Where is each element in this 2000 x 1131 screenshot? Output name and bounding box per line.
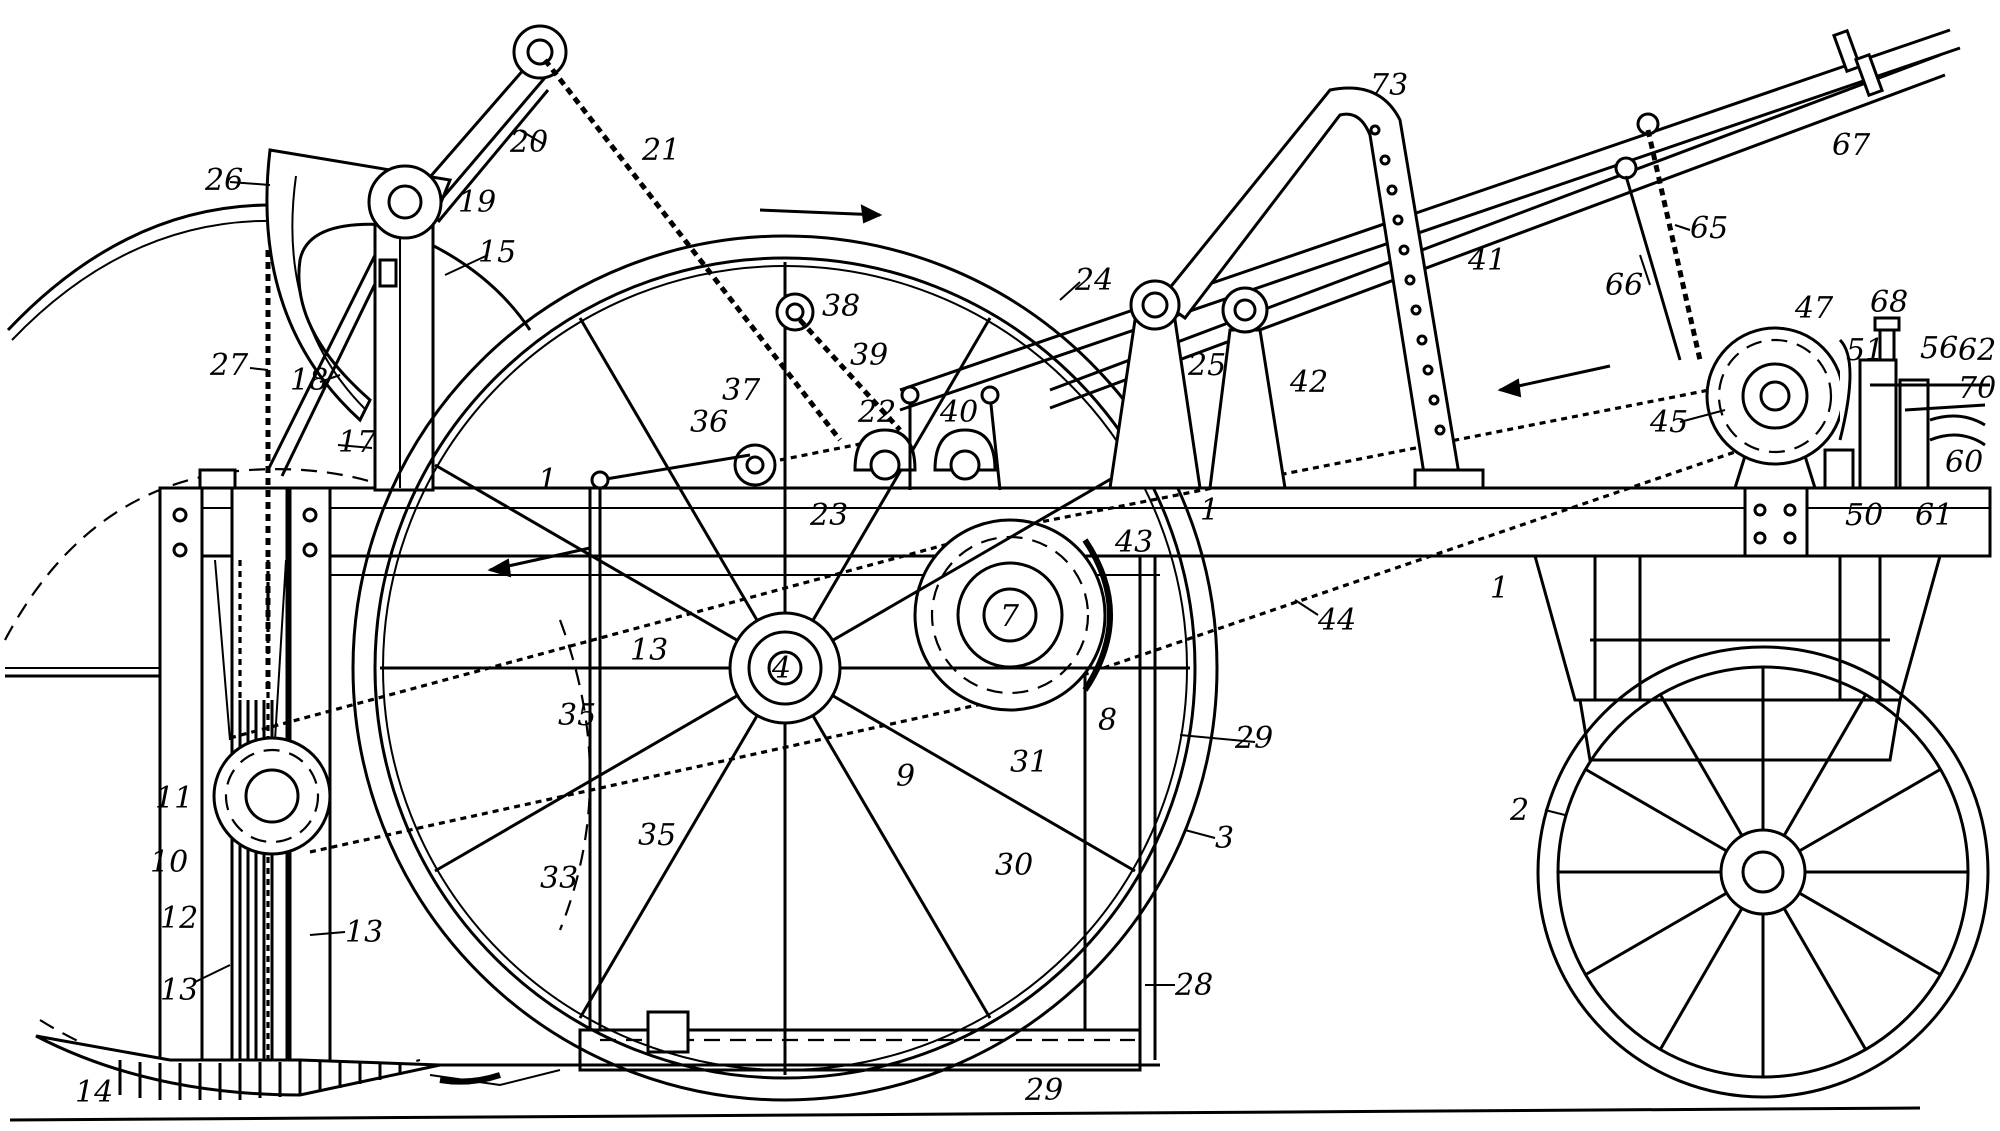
rear-sprocket-45 (1705, 316, 1990, 558)
numeral-15: 15 (478, 235, 516, 270)
left-upright (214, 24, 842, 1060)
numeral-29-b: 29 (1024, 1073, 1063, 1108)
numeral-31: 31 (1010, 745, 1048, 780)
numeral-62: 62 (1958, 333, 1996, 368)
numeral-60: 60 (1945, 445, 1983, 480)
numeral-14: 14 (75, 1075, 113, 1110)
numeral-73: 73 (1370, 68, 1408, 103)
numeral-13-a: 13 (160, 973, 198, 1008)
numeral-41: 41 (1467, 243, 1506, 278)
numeral-21: 21 (641, 133, 680, 168)
numeral-10: 10 (150, 845, 188, 880)
numeral-28: 28 (1174, 968, 1213, 1003)
numeral-24: 24 (1074, 263, 1113, 298)
numeral-36: 36 (690, 405, 728, 440)
gear-7 (913, 518, 1113, 712)
numeral-1-c: 1 (1200, 493, 1219, 528)
numeral-17: 17 (338, 425, 377, 460)
numeral-44: 44 (1317, 603, 1356, 638)
numeral-35-b: 35 (638, 818, 676, 853)
upper-structure (487, 28, 1961, 578)
numeral-65: 65 (1690, 211, 1728, 246)
numeral-40: 40 (939, 395, 978, 430)
numeral-61: 61 (1915, 498, 1953, 533)
numeral-1-b: 1 (1490, 571, 1509, 606)
numeral-45: 45 (1649, 405, 1688, 440)
front-shoe (35, 700, 561, 1100)
numeral-26: 26 (204, 163, 243, 198)
leader-lines (194, 129, 1726, 986)
numeral-29-a: 29 (1234, 721, 1273, 756)
numeral-3: 3 (1215, 821, 1234, 856)
numeral-2: 2 (1509, 793, 1529, 828)
numeral-66: 66 (1605, 268, 1643, 303)
numeral-23: 23 (809, 498, 848, 533)
numeral-70: 70 (1958, 371, 1996, 406)
numeral-11: 11 (155, 781, 193, 816)
numeral-30: 30 (995, 848, 1033, 883)
numeral-42: 42 (1289, 365, 1328, 400)
numeral-13-c: 13 (630, 633, 668, 668)
numeral-27: 27 (209, 348, 249, 383)
numeral-33: 33 (540, 861, 578, 896)
numeral-51: 51 (1846, 333, 1884, 368)
numeral-35-a: 35 (558, 698, 596, 733)
reference-numerals: 1 1 1 2 3 4 7 8 9 10 11 12 13 13 13 14 1… (75, 68, 1996, 1110)
numeral-12: 12 (160, 901, 198, 936)
numeral-37: 37 (722, 373, 761, 408)
numeral-9: 9 (896, 759, 915, 794)
large-drive-wheel (351, 204, 1219, 1102)
numeral-56: 56 (1920, 331, 1958, 366)
numeral-13-b: 13 (345, 915, 383, 950)
numeral-50: 50 (1845, 498, 1883, 533)
numeral-7: 7 (1000, 599, 1020, 634)
ground-line (9, 1106, 1921, 1122)
numeral-47: 47 (1794, 291, 1834, 326)
numeral-67: 67 (1832, 128, 1871, 163)
numeral-22: 22 (857, 395, 896, 430)
numeral-43: 43 (1114, 525, 1153, 560)
numeral-68: 68 (1870, 285, 1908, 320)
numeral-19: 19 (458, 185, 496, 220)
numeral-4: 4 (771, 651, 791, 686)
numeral-39: 39 (850, 338, 888, 373)
rear-carriage (1533, 554, 1990, 1099)
numeral-1-a: 1 (538, 463, 557, 498)
sprocket-11 (212, 736, 332, 856)
numeral-8: 8 (1098, 703, 1117, 738)
numeral-25: 25 (1187, 348, 1226, 383)
numeral-38: 38 (822, 289, 860, 324)
